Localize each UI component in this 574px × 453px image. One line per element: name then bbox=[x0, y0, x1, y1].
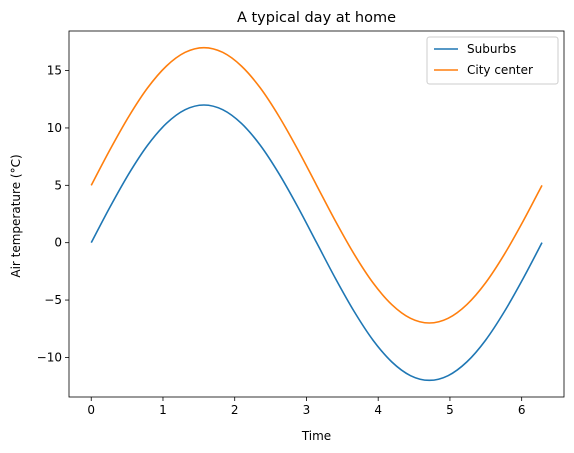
y-tick-label: 0 bbox=[54, 236, 62, 250]
x-axis: 0 1 2 3 4 5 6 bbox=[87, 397, 525, 417]
x-tick-label: 0 bbox=[87, 403, 95, 417]
y-tick-label: −10 bbox=[37, 350, 62, 364]
x-tick-label: 3 bbox=[303, 403, 311, 417]
x-tick-label: 4 bbox=[374, 403, 382, 417]
legend-box bbox=[426, 36, 559, 85]
series-layer bbox=[90, 46, 543, 382]
chart-title: A typical day at home bbox=[237, 10, 396, 26]
y-axis: −10 −5 0 5 10 15 bbox=[37, 64, 69, 364]
legend-label: Suburbs bbox=[467, 42, 516, 56]
legend: Suburbs City center bbox=[426, 36, 559, 85]
plot-border bbox=[68, 30, 565, 398]
series-line-city-center bbox=[90, 46, 543, 324]
plot-area bbox=[68, 30, 565, 398]
x-tick-label: 2 bbox=[231, 403, 239, 417]
x-axis-label: Time bbox=[301, 429, 331, 443]
x-tick-label: 6 bbox=[518, 403, 526, 417]
y-tick-label: −5 bbox=[44, 293, 62, 307]
x-tick-label: 5 bbox=[446, 403, 454, 417]
y-tick-label: 5 bbox=[54, 178, 62, 192]
x-tick-label: 1 bbox=[159, 403, 167, 417]
y-axis-label: Air temperature (°C) bbox=[9, 154, 23, 277]
y-tick-label: 15 bbox=[47, 64, 62, 78]
legend-label: City center bbox=[467, 63, 533, 77]
series-line-suburbs bbox=[90, 104, 543, 382]
y-tick-label: 10 bbox=[47, 121, 62, 135]
